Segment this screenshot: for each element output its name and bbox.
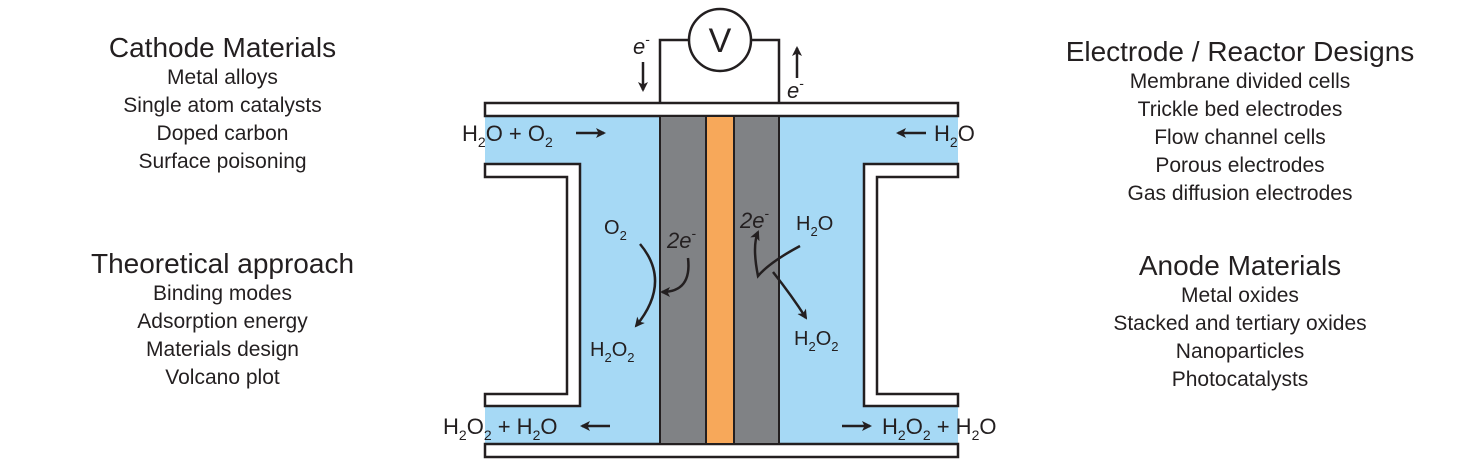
right-wall — [862, 162, 960, 408]
cathode-materials-block: Cathode Materials Metal alloys Single at… — [40, 32, 405, 176]
top-wall — [483, 101, 960, 118]
electrode-reactor-designs-title: Electrode / Reactor Designs — [1065, 36, 1415, 67]
theory-item: Binding modes — [153, 282, 292, 305]
anode-reaction-curve-icon — [772, 271, 808, 320]
design-item: Trickle bed electrodes — [1137, 98, 1343, 121]
anode-two-e-label: 2e- — [739, 205, 769, 233]
cathode-item: Metal alloys — [167, 66, 278, 89]
membrane — [705, 115, 735, 445]
design-item: Porous electrodes — [1155, 154, 1325, 177]
bottom-wall — [483, 442, 960, 459]
anode-electron-arrow-icon — [750, 230, 801, 279]
cathode-electron-arrow-icon — [660, 257, 690, 297]
anode-electrolyte — [779, 116, 958, 444]
cathode-item: Surface poisoning — [138, 150, 307, 173]
electron-label-right: e- — [787, 75, 804, 103]
circuit-wire — [658, 38, 781, 103]
theory-item: Adsorption energy — [137, 310, 308, 333]
anode-item: Stacked and tertiary oxides — [1113, 312, 1367, 335]
anode-electrode — [733, 115, 780, 445]
anode-item: Metal oxides — [1181, 284, 1299, 307]
design-item: Flow channel cells — [1154, 126, 1326, 149]
anode-item: Photocatalysts — [1171, 368, 1309, 391]
anode-materials-block: Anode Materials Metal oxides Stacked and… — [1020, 250, 1460, 394]
cathode-materials-title: Cathode Materials — [108, 32, 337, 63]
cathode-electrolyte — [485, 116, 660, 444]
design-item: Gas diffusion electrodes — [1127, 182, 1353, 205]
voltmeter-label: V — [709, 22, 732, 60]
left-wall — [483, 162, 582, 408]
anode-item: Nanoparticles — [1175, 340, 1305, 363]
voltmeter-icon — [687, 7, 753, 73]
cathode-product-label: H2O2 — [590, 339, 634, 365]
inlet-left-label: H2O + O2 — [462, 121, 553, 150]
electrode-reactor-designs-block: Electrode / Reactor Designs Membrane div… — [1020, 36, 1460, 208]
anode-reactant-label: H2O — [796, 213, 833, 239]
cathode-reaction-curve-icon — [634, 243, 657, 328]
theory-item: Volcano plot — [165, 366, 280, 389]
cathode-two-e-label: 2e- — [666, 225, 696, 253]
anode-product-label: H2O2 — [794, 328, 838, 354]
cathode-electrode — [659, 115, 707, 445]
electron-label-left: e- — [633, 31, 650, 59]
cathode-item: Single atom catalysts — [123, 94, 322, 117]
outlet-left-label: H2O2 + H2O — [443, 414, 558, 443]
cathode-item: Doped carbon — [156, 122, 289, 145]
design-item: Membrane divided cells — [1129, 70, 1351, 93]
theoretical-approach-title: Theoretical approach — [90, 248, 355, 279]
theory-item: Materials design — [146, 338, 299, 361]
anode-materials-title: Anode Materials — [1138, 250, 1342, 281]
theoretical-approach-block: Theoretical approach Binding modes Adsor… — [40, 248, 405, 392]
